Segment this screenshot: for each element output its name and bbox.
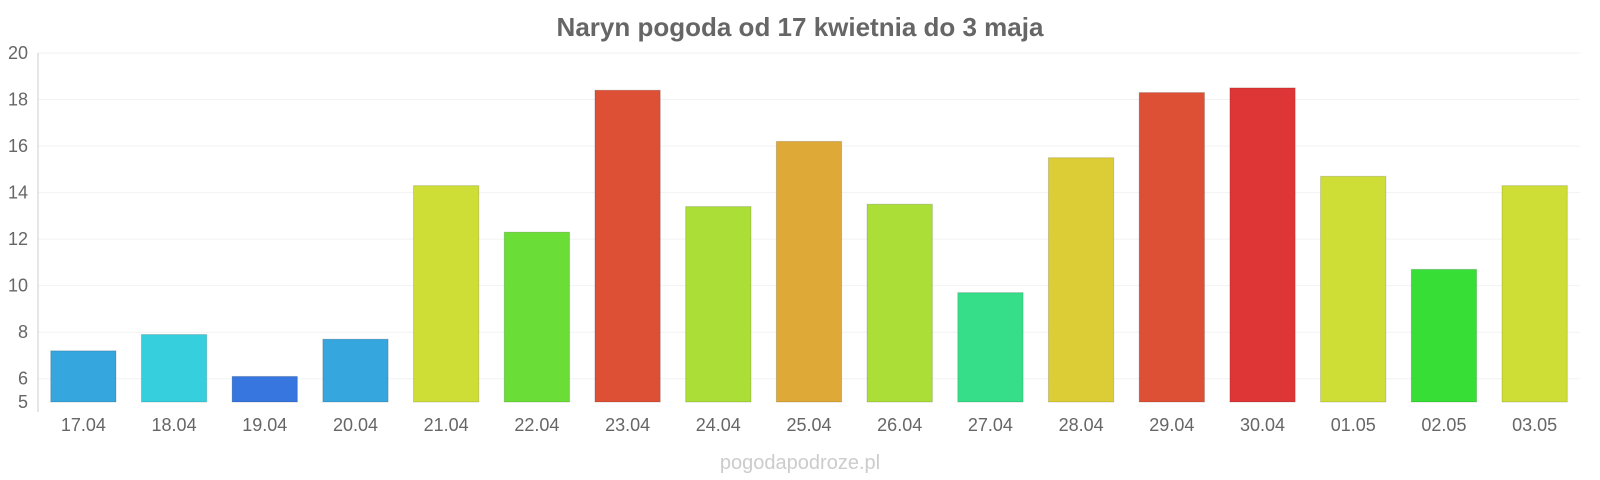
y-tick-label: 16	[8, 136, 28, 156]
bar-24.04[interactable]	[685, 206, 752, 403]
x-tick-label: 26.04	[877, 415, 922, 435]
source-watermark: pogodapodroze.pl	[720, 452, 880, 474]
y-axis-ticks: 5 6 8 10 12 14 16 18 20	[8, 43, 28, 412]
x-tick-label: 24.04	[696, 415, 741, 435]
x-tick-label: 22.04	[514, 415, 559, 435]
x-tick-label: 28.04	[1059, 415, 1104, 435]
bar-27.04[interactable]	[957, 292, 1024, 403]
y-tick-label: 12	[8, 229, 28, 249]
bar-30.04[interactable]	[1229, 87, 1296, 403]
x-tick-label: 17.04	[61, 415, 106, 435]
y-tick-label: 5	[18, 392, 28, 412]
bars	[50, 87, 1568, 403]
bar-21.04[interactable]	[413, 185, 480, 403]
bar-01.05[interactable]	[1320, 175, 1387, 403]
x-tick-label: 30.04	[1240, 415, 1285, 435]
y-tick-label: 8	[18, 322, 28, 342]
bar-02.05[interactable]	[1410, 268, 1478, 403]
x-tick-label: 19.04	[242, 415, 287, 435]
bar-25.04[interactable]	[775, 140, 843, 403]
x-tick-label: 21.04	[424, 415, 469, 435]
x-tick-label: 01.05	[1331, 415, 1376, 435]
y-tick-label: 10	[8, 276, 28, 296]
x-tick-label: 02.05	[1421, 415, 1466, 435]
y-tick-label: 20	[8, 43, 28, 63]
chart-title: Naryn pogoda od 17 kwietnia do 3 maja	[557, 12, 1044, 42]
bar-26.04[interactable]	[866, 203, 933, 403]
x-tick-label: 25.04	[786, 415, 831, 435]
x-tick-label: 03.05	[1512, 415, 1557, 435]
y-tick-label: 14	[8, 183, 28, 203]
bar-29.04[interactable]	[1138, 92, 1205, 403]
x-tick-label: 27.04	[968, 415, 1013, 435]
x-tick-label: 29.04	[1149, 415, 1194, 435]
y-tick-label: 18	[8, 90, 28, 110]
bar-20.04[interactable]	[322, 338, 389, 403]
x-tick-label: 18.04	[152, 415, 197, 435]
bar-22.04[interactable]	[503, 231, 571, 403]
x-tick-label: 20.04	[333, 415, 378, 435]
bar-23.04[interactable]	[594, 89, 661, 403]
x-tick-label: 23.04	[605, 415, 650, 435]
bar-17.04[interactable]	[50, 350, 117, 403]
bar-18.04[interactable]	[140, 334, 208, 403]
y-tick-label: 6	[18, 369, 28, 389]
bar-19.04[interactable]	[231, 375, 298, 403]
bar-03.05[interactable]	[1501, 185, 1568, 403]
bar-28.04[interactable]	[1047, 157, 1115, 403]
x-axis-ticks: 17.04 18.04 19.04 20.04 21.04 22.04 23.04 24.04…	[61, 415, 1557, 435]
